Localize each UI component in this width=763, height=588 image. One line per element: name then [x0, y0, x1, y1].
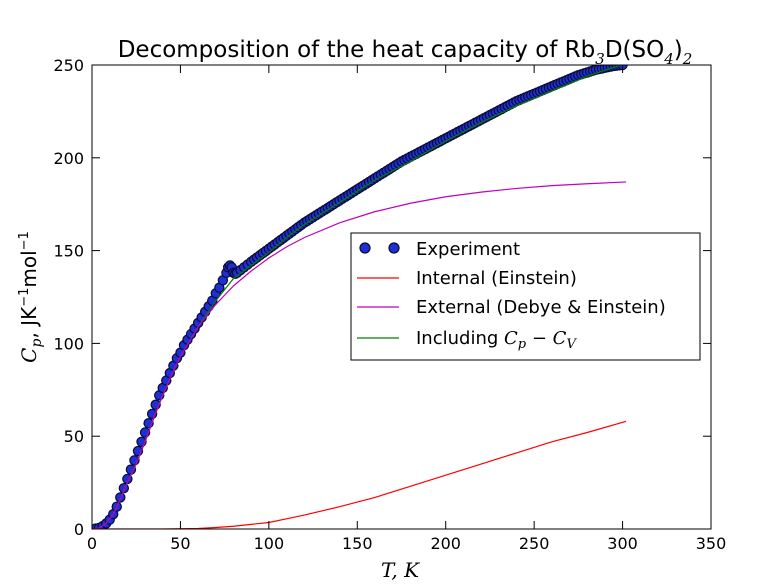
experiment-series	[92, 65, 628, 529]
legend-box	[350, 232, 701, 361]
legend-item-experiment: Experiment	[359, 239, 520, 260]
legend-label-including: Including Cp − CV	[416, 328, 577, 352]
plot-area	[92, 65, 628, 529]
x-tick-label: 350	[696, 534, 727, 553]
y-tick-label: 100	[53, 334, 84, 353]
y-tick-label: 200	[53, 149, 84, 168]
external-debye-einstein-line	[92, 181, 627, 529]
y-axis-label: Cp, JK−1mol−1	[17, 231, 45, 363]
x-tick-label: 0	[87, 534, 97, 553]
legend-item-including: Including Cp − CV	[357, 328, 577, 352]
x-tick-label: 100	[254, 534, 285, 553]
x-tick-label: 250	[519, 534, 550, 553]
x-axis: 0 50 100 150 200 250 300 350	[87, 65, 726, 553]
legend-label-internal: Internal (Einstein)	[416, 268, 577, 289]
x-axis-label: T, K	[381, 558, 420, 582]
y-axis: 0 50 100 150 200 250	[53, 56, 711, 539]
y-tick-label: 250	[53, 56, 84, 75]
legend-label-experiment: Experiment	[416, 239, 520, 260]
x-tick-label: 200	[430, 534, 461, 553]
y-tick-label: 50	[64, 427, 84, 446]
legend-marker-experiment	[359, 242, 371, 254]
x-tick-label: 50	[170, 534, 190, 553]
internal-einstein-line	[92, 420, 627, 529]
chart-title: Decomposition of the heat capacity of Rb…	[118, 37, 693, 68]
y-tick-label: 150	[53, 242, 84, 261]
x-tick-label: 150	[342, 534, 373, 553]
y-tick-label: 0	[74, 520, 84, 539]
axes-frame	[91, 64, 712, 530]
x-tick-label: 300	[607, 534, 638, 553]
legend: Experiment Internal (Einstein) External …	[350, 232, 701, 361]
legend-item-external: External (Debye & Einstein)	[357, 297, 666, 318]
legend-marker-experiment	[388, 242, 400, 254]
legend-item-internal: Internal (Einstein)	[357, 268, 577, 289]
legend-label-external: External (Debye & Einstein)	[416, 297, 666, 318]
